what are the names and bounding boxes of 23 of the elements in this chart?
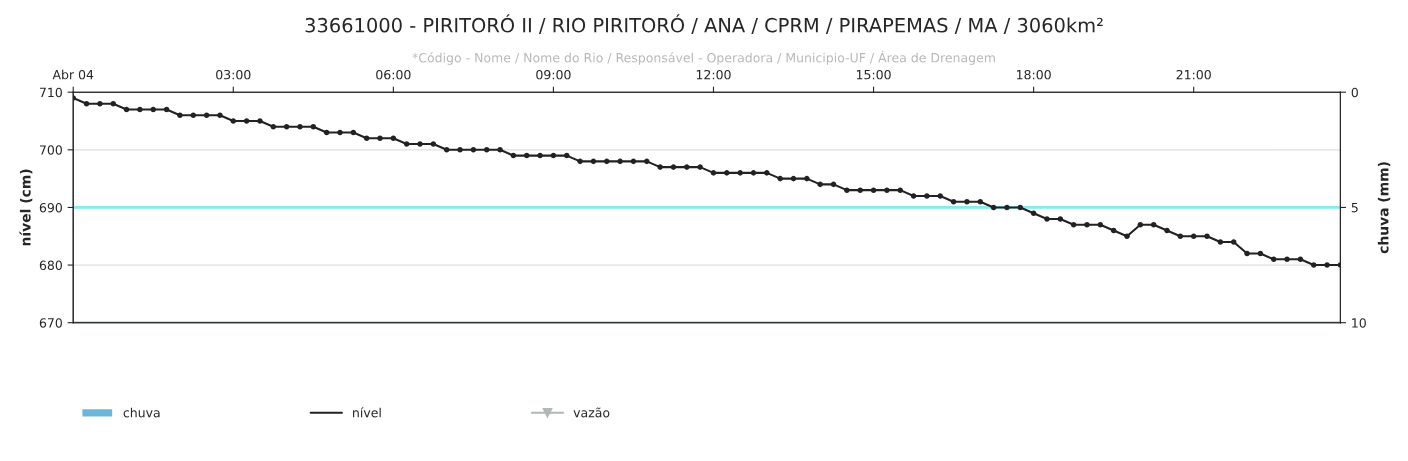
legend-label: nível [353,407,381,418]
legend-label: chuva [123,407,160,418]
y2-tick-label: 10 [1352,318,1366,328]
chart-subtitle: *Código - Nome / Nome do Rio / Responsável - Operadora / Municipio-UF / Área de Drenagem [412,50,995,65]
x-tick-label: 09:00 [536,69,571,80]
chart-title: 33661000 - PIRITORÓ II / RIO PIRITORÓ / ANA / CPRM / PIRAPEMAS / MA / 3060km² [305,14,1103,35]
y-axis-title: nível (cm) [19,169,33,246]
y-tick-label: 700 [39,145,62,155]
y2-tick-label: 0 [1351,87,1358,98]
x-tick-label: 06:00 [376,69,411,80]
x-tick-label: 18:00 [1016,69,1051,80]
y-tick-label: 670 [39,318,62,328]
x-tick-label: Abr 04 [52,69,94,80]
y-tick-label: 690 [39,202,62,213]
x-tick-label: 03:00 [216,69,251,80]
x-tick-label: 21:00 [1176,69,1211,80]
y-tick-label: 710 [39,87,62,98]
y2-tick-label: 5 [1351,203,1358,213]
y-tick-label: 680 [39,260,62,270]
legend-label: vazão [573,407,610,418]
x-tick-label: 12:00 [696,69,731,80]
x-tick-label: 15:00 [856,69,891,80]
y2-axis-title: chuva (mm) [1377,162,1391,254]
